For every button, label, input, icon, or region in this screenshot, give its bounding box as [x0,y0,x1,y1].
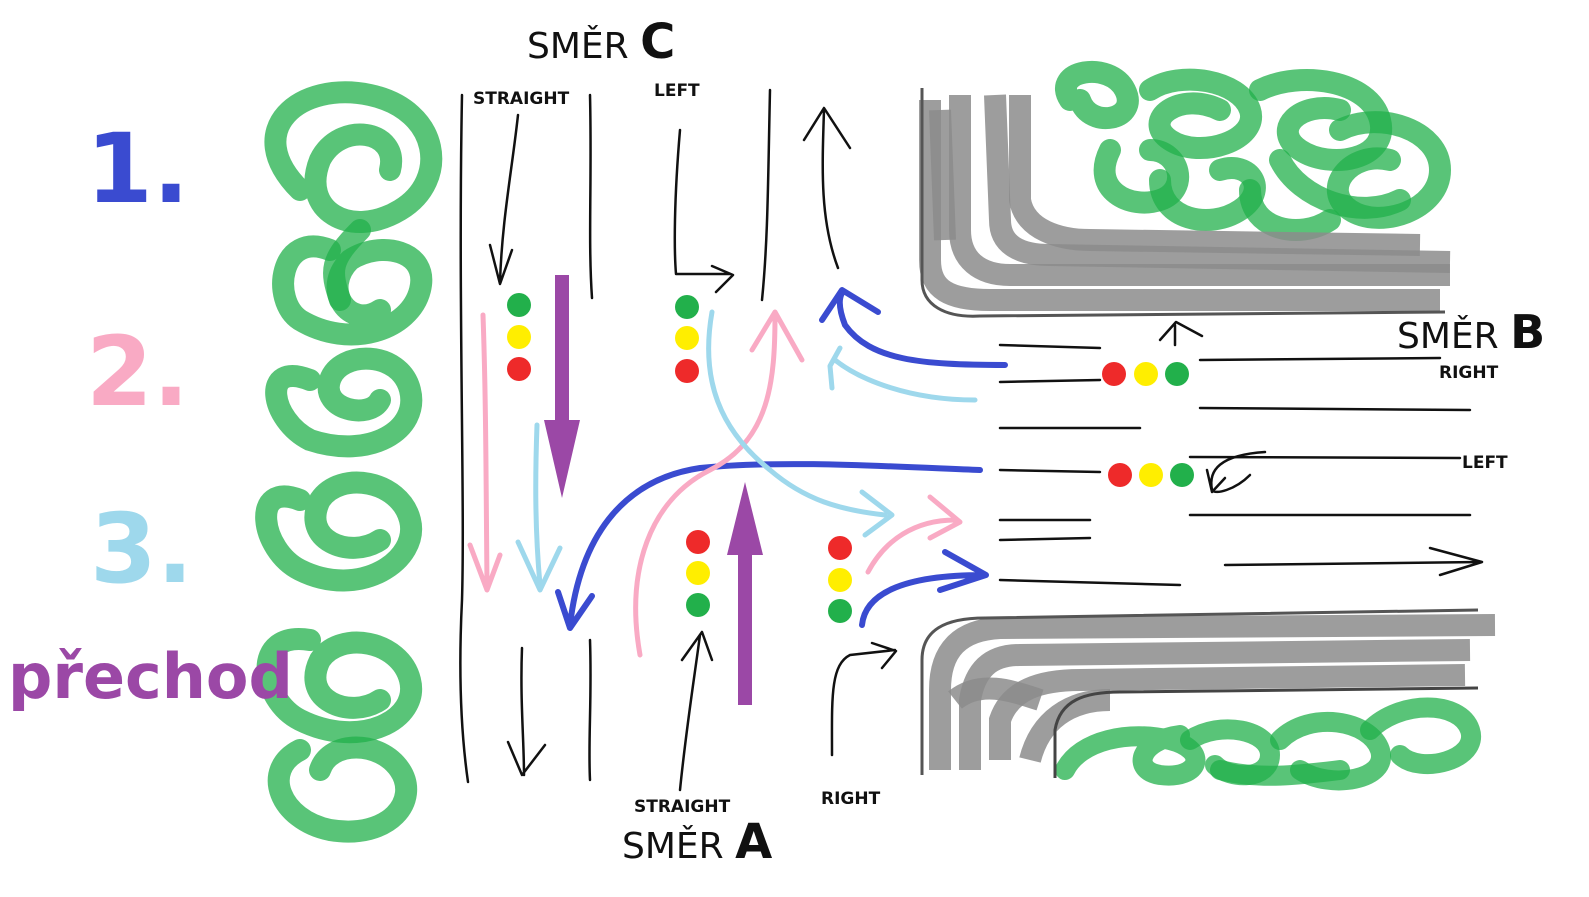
phase3-b-to-c [827,345,978,403]
lane-label-a-straight: STRAIGHT [634,797,731,817]
lane-label-a-right: RIGHT [821,789,881,809]
direction-a-letter: A [735,814,772,870]
direction-c-label: SMĚR C [527,14,675,70]
arrow-b-left [1205,450,1267,494]
arrow-b-right [1158,320,1204,347]
traffic-light-c-left [675,295,699,383]
legend-item-3: 3. [90,493,193,605]
traffic-light-b-right [1102,362,1189,386]
lane-label-c-straight: STRAIGHT [473,89,570,109]
phase3-paths [515,309,978,593]
curb-top-right-outline [920,88,1446,318]
arrow-exit-north [802,106,852,270]
vegetation-left [255,81,443,843]
phase3-c-left-to-east [706,309,895,538]
phase3-c-straight [515,422,563,593]
direction-c-prefix: SMĚR [527,25,640,67]
traffic-light-a-straight [686,530,710,617]
arrow-exit-east [1223,546,1484,577]
direction-b-prefix: SMĚR [1397,315,1510,357]
arrow-exit-south [506,646,547,777]
crossing-arrow-up [727,482,763,705]
direction-c-letter: C [640,14,675,70]
legend-item-2: 2. [86,316,189,428]
lane-label-b-left: LEFT [1462,453,1508,473]
legend-item-1: 1. [86,113,189,225]
phase1-b-to-south [555,461,983,631]
traffic-light-c-straight [507,293,531,381]
curb-bottom-right-inner [1053,686,1479,778]
vegetation-top-right [1055,60,1452,241]
crossing-arrow-down [544,275,580,498]
legend-crossing: přechod [8,640,293,713]
arrow-a-right [830,641,898,757]
phase2-c-straight [467,312,503,593]
crossing-arrows [544,275,763,705]
arrow-c-left [673,128,735,294]
vegetation-bottom-right [1055,697,1481,791]
phase1-a-to-east [859,549,989,628]
direction-a-label: SMĚR A [622,814,772,870]
traffic-light-b-left [1108,463,1194,487]
phase2-paths [467,309,963,658]
direction-b-label: SMĚR B [1397,305,1545,359]
traffic-light-a-right [828,536,852,623]
direction-b-letter: B [1510,305,1545,359]
phase2-a-to-north [633,309,805,658]
lane-label-b-right: RIGHT [1439,363,1499,383]
phase1-b-to-c [819,287,1008,368]
phase1-paths [555,287,1008,631]
curb-bottom-right [929,614,1496,770]
curb-bottom-right-outline [920,608,1479,775]
lane-arrows [488,106,1484,792]
phase2-a-to-east [865,494,963,575]
curb-top-right [919,94,1451,311]
lane-label-c-left: LEFT [654,81,700,101]
arrow-a-straight [678,630,714,792]
arrow-c-straight [488,113,520,286]
direction-a-prefix: SMĚR [622,825,735,867]
